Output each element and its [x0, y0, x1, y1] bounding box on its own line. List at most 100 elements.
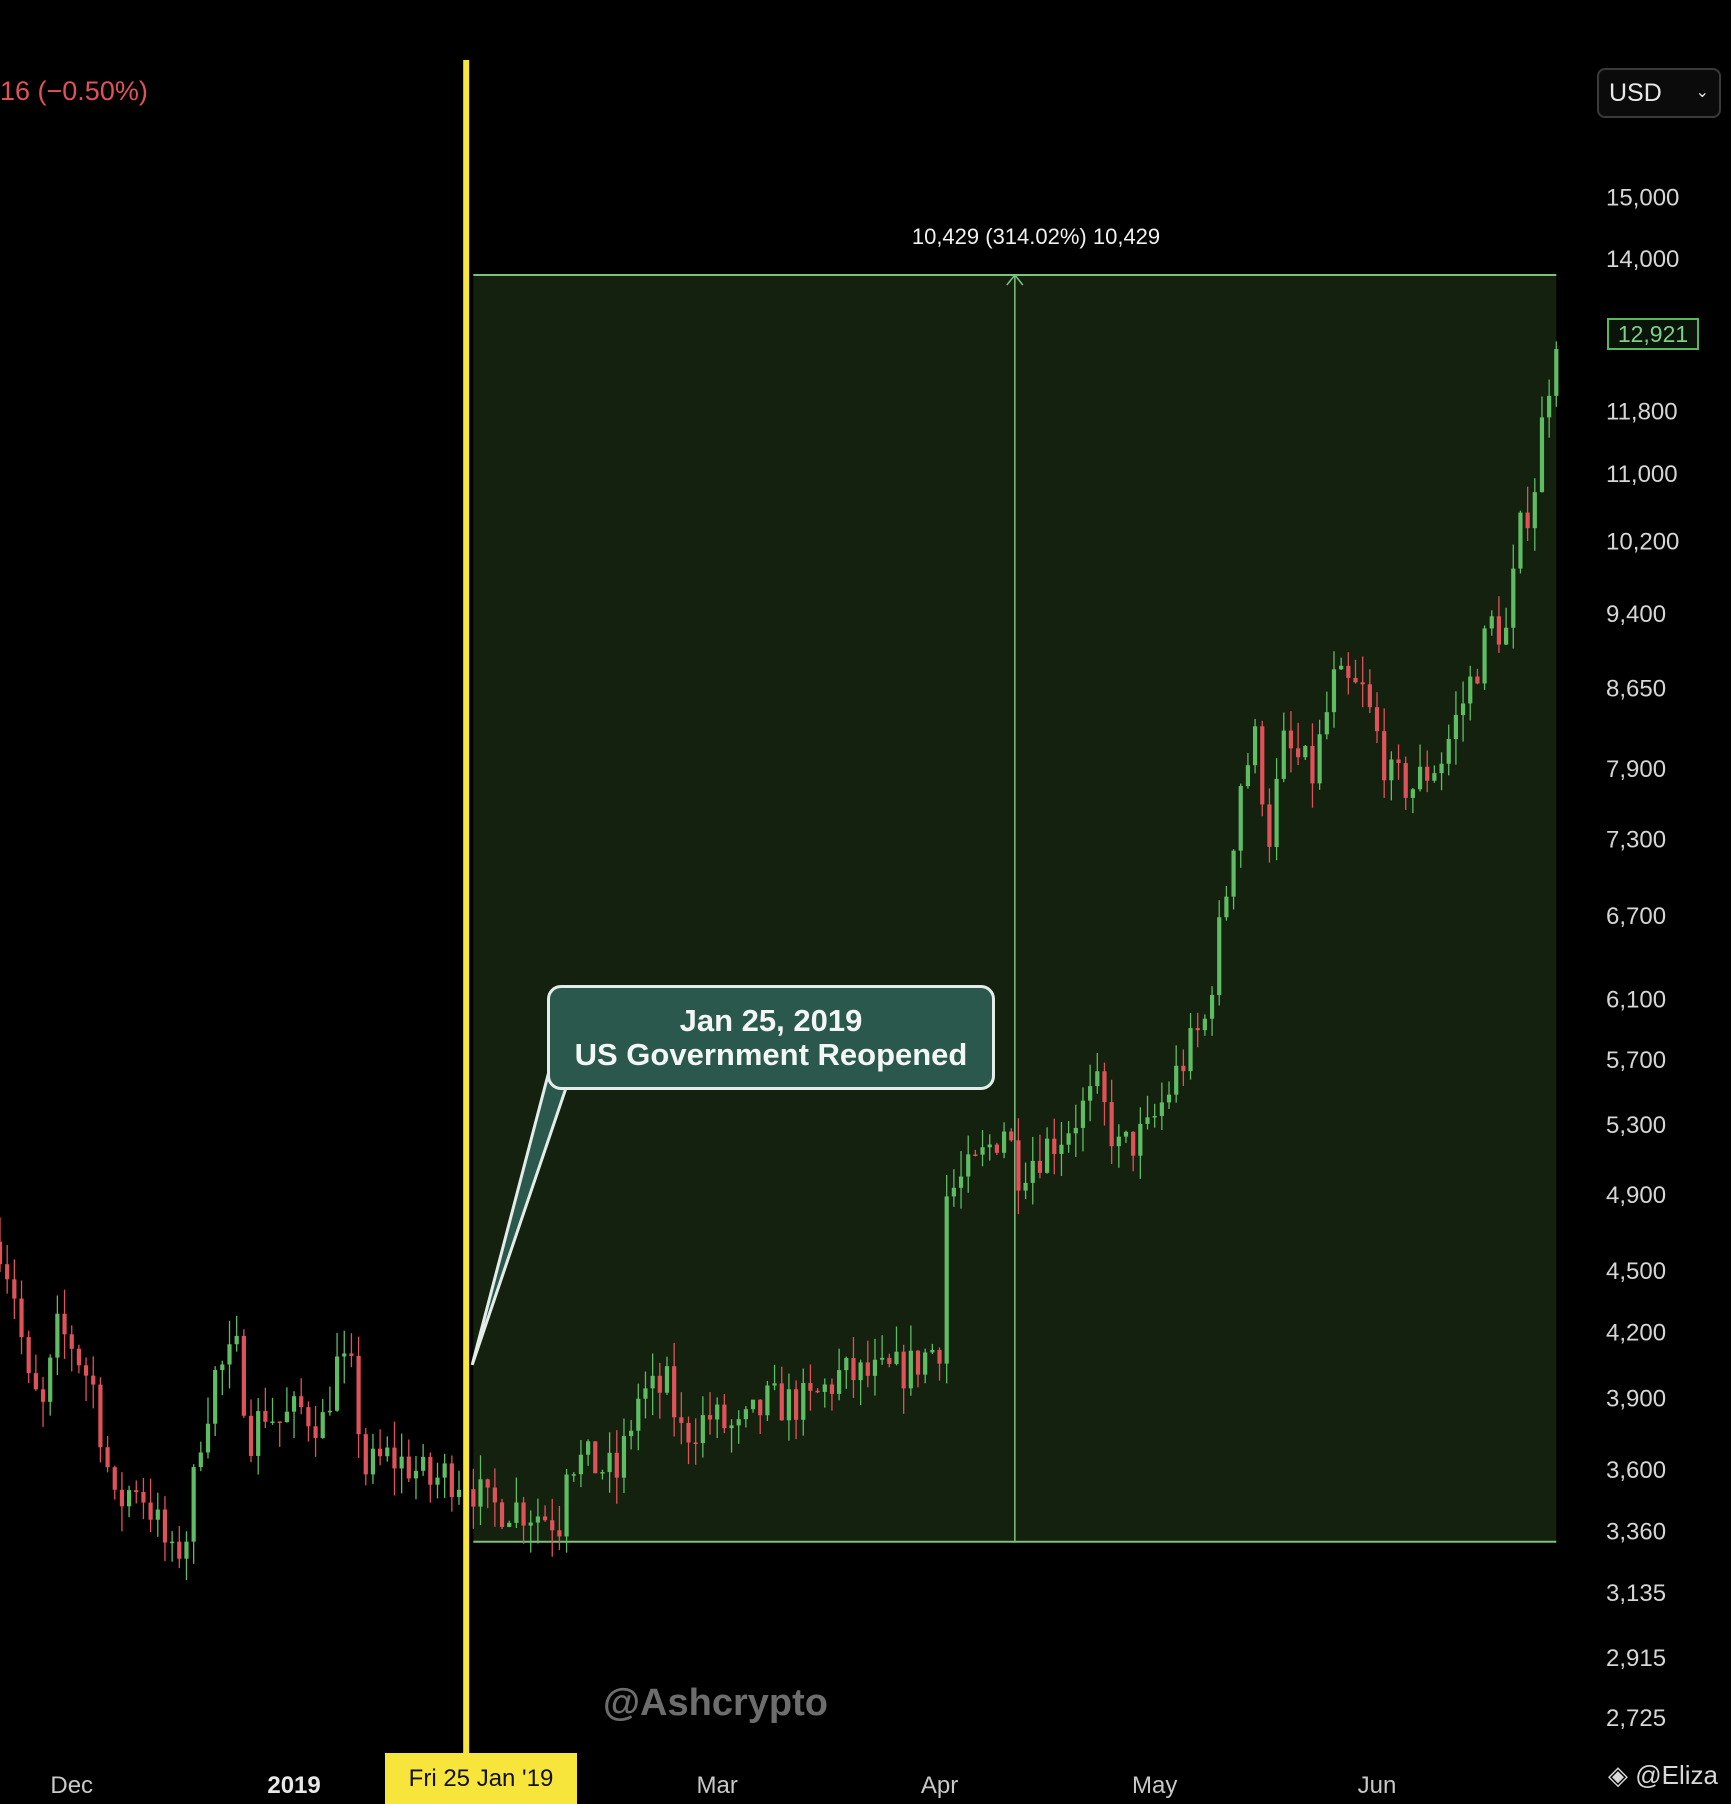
candle-body	[421, 1456, 426, 1471]
candle-body	[1324, 712, 1329, 735]
candle-body	[1410, 789, 1415, 798]
y-tick-label: 14,000	[1606, 246, 1679, 273]
candle-body	[1532, 492, 1537, 529]
annotation-subtitle: US Government Reopened	[574, 1036, 968, 1072]
candle-body	[385, 1447, 390, 1457]
candle-body	[256, 1411, 261, 1456]
candle	[801, 1368, 806, 1436]
candle-body	[141, 1492, 146, 1503]
candle	[672, 1342, 677, 1437]
candle-body	[263, 1411, 268, 1422]
candle-body	[184, 1541, 189, 1559]
candle	[1224, 886, 1229, 921]
candle	[1231, 849, 1236, 910]
candle	[105, 1436, 110, 1473]
candle	[822, 1378, 827, 1408]
candle	[334, 1332, 340, 1412]
candle-body	[629, 1430, 634, 1437]
candle-body	[170, 1541, 175, 1544]
candle-body	[966, 1154, 971, 1177]
y-tick-label: 4,200	[1606, 1319, 1666, 1346]
candle-body	[320, 1412, 325, 1438]
candle-body	[1159, 1102, 1164, 1117]
candle	[1547, 379, 1552, 438]
candle-body	[1174, 1065, 1179, 1095]
candle	[1525, 486, 1530, 542]
candle-body	[958, 1176, 964, 1188]
candle	[880, 1335, 885, 1365]
candle-body	[270, 1421, 275, 1423]
candle	[614, 1430, 619, 1504]
candle-body	[1052, 1138, 1057, 1154]
candle	[1346, 652, 1351, 695]
candle	[0, 1217, 3, 1273]
candle-body	[542, 1516, 548, 1521]
credit-label: @Eliza	[1635, 1760, 1718, 1790]
candle-body	[392, 1447, 397, 1469]
candle-body	[442, 1463, 447, 1478]
candle	[134, 1480, 139, 1504]
candle	[1209, 986, 1215, 1036]
candle	[1374, 692, 1380, 744]
candle	[966, 1135, 971, 1193]
candle	[1080, 1087, 1086, 1152]
candle	[1296, 722, 1301, 766]
candle-body	[564, 1474, 569, 1537]
candle-body	[700, 1415, 705, 1444]
candle-body	[19, 1298, 24, 1338]
candle-body	[923, 1352, 928, 1375]
candle-body	[1231, 850, 1236, 897]
candle	[1504, 607, 1509, 646]
candle-body	[1252, 726, 1258, 766]
candle	[1001, 1122, 1007, 1159]
candle	[829, 1378, 835, 1411]
candle-body	[1339, 665, 1344, 670]
candle	[1496, 596, 1502, 653]
candle	[1260, 720, 1265, 817]
candle	[320, 1398, 325, 1439]
candle	[1425, 750, 1430, 793]
candle	[83, 1357, 89, 1402]
candle	[205, 1397, 211, 1459]
candle-body	[1460, 703, 1466, 716]
candle	[1159, 1082, 1164, 1130]
candle	[48, 1354, 53, 1416]
candle-body	[1288, 730, 1294, 749]
y-tick-label: 3,360	[1606, 1518, 1666, 1545]
candle-body	[449, 1463, 454, 1498]
candle-body	[686, 1422, 691, 1443]
candle-body	[40, 1389, 46, 1402]
candle-body	[105, 1447, 110, 1468]
candle	[1109, 1079, 1114, 1165]
candle-body	[1138, 1123, 1143, 1156]
candle	[1238, 783, 1243, 868]
candle-body	[1554, 349, 1559, 396]
candle-body	[578, 1454, 584, 1475]
candle-body	[356, 1355, 361, 1435]
candle	[184, 1531, 189, 1581]
candle	[191, 1464, 196, 1564]
x-tick-label: 2019	[267, 1772, 320, 1799]
candle-body	[91, 1375, 96, 1385]
candle-body	[1095, 1071, 1100, 1087]
candle-body	[220, 1364, 225, 1371]
candle	[155, 1492, 160, 1537]
candle	[33, 1354, 38, 1391]
candle	[507, 1520, 512, 1528]
candle	[786, 1373, 792, 1441]
candle-body	[973, 1154, 978, 1156]
candle-body	[1281, 730, 1286, 779]
candle	[1281, 712, 1286, 783]
candle-body	[1066, 1133, 1071, 1145]
candle	[1174, 1045, 1179, 1103]
candle-body	[1059, 1144, 1064, 1154]
candle-body	[600, 1472, 605, 1474]
currency-select[interactable]: USD ⌄	[1597, 68, 1721, 118]
candle-body	[1152, 1116, 1157, 1118]
candle	[342, 1330, 347, 1384]
candle-body	[729, 1425, 734, 1429]
candle-body	[908, 1350, 913, 1389]
candle	[1288, 711, 1294, 773]
y-tick-label: 6,100	[1606, 987, 1666, 1014]
